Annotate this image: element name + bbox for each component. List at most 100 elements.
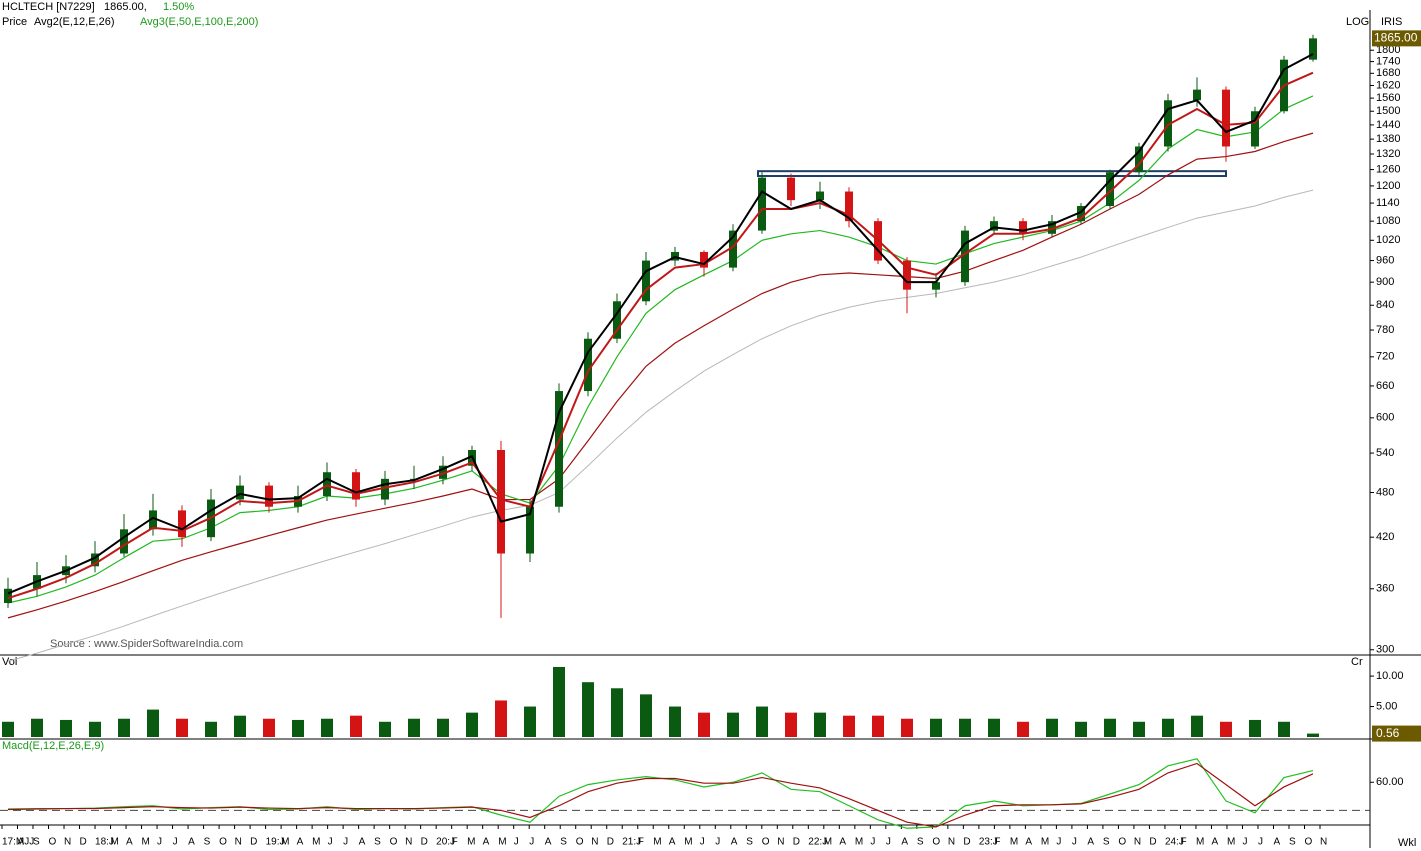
y-tick-label: 360 bbox=[1376, 583, 1394, 595]
last-price: 1865.00, bbox=[104, 1, 147, 13]
last-value-label: 1865.00 bbox=[1374, 31, 1418, 45]
x-tick-label: A bbox=[839, 837, 846, 848]
volume-bar bbox=[147, 709, 159, 737]
x-tick-label: N bbox=[64, 837, 71, 848]
volume-bar bbox=[698, 712, 710, 737]
x-tick-label: M bbox=[1010, 837, 1018, 848]
volume-bar bbox=[408, 718, 420, 737]
x-tick-label: M bbox=[281, 837, 289, 848]
y-tick-label: 1620 bbox=[1376, 79, 1400, 91]
y-tick-label: 1800 bbox=[1376, 44, 1400, 56]
symbol: HCLTECH [N7229] bbox=[2, 1, 95, 13]
x-tick-label: M bbox=[111, 837, 119, 848]
volume-bar bbox=[524, 706, 536, 737]
x-tick-label: N bbox=[591, 837, 598, 848]
volume-bar bbox=[1307, 733, 1319, 737]
candle-body bbox=[729, 230, 737, 268]
x-tick-label: J bbox=[343, 837, 348, 848]
x-tick-label: A bbox=[901, 837, 908, 848]
candle-body bbox=[1309, 38, 1317, 60]
x-tick-label: A bbox=[188, 837, 195, 848]
y-tick-label: 1020 bbox=[1376, 234, 1400, 246]
x-tick-label: S bbox=[917, 837, 924, 848]
volume-bar bbox=[756, 706, 768, 737]
candle-body bbox=[1222, 89, 1230, 147]
x-tick-label: O bbox=[1304, 837, 1312, 848]
volume-bar bbox=[350, 715, 362, 737]
y-tick-label: 1140 bbox=[1376, 197, 1400, 209]
y-tick-label: 540 bbox=[1376, 447, 1394, 459]
x-tick-label: A bbox=[126, 837, 133, 848]
x-tick-label: J bbox=[715, 837, 720, 848]
x-tick-label: 17:MJJ bbox=[2, 837, 34, 848]
x-tick-label: J bbox=[1242, 837, 1247, 848]
candle-body bbox=[555, 391, 563, 507]
y-tick-label: 720 bbox=[1376, 351, 1394, 363]
candle-body bbox=[4, 588, 12, 603]
y-tick-label: 1560 bbox=[1376, 92, 1400, 104]
volume-label-box bbox=[1372, 725, 1421, 742]
y-tick-label: 1080 bbox=[1376, 215, 1400, 227]
candle-body bbox=[816, 191, 824, 201]
volume-bar bbox=[321, 718, 333, 737]
volume-bar bbox=[901, 718, 913, 737]
candle-body bbox=[932, 282, 940, 290]
avg2-label: Avg2(E,12,E,26) bbox=[34, 16, 115, 28]
x-tick-label: D bbox=[80, 837, 87, 848]
x-tick-label: O bbox=[219, 837, 227, 848]
x-tick-label: D bbox=[607, 837, 614, 848]
volume-bar bbox=[234, 715, 246, 737]
y-tick-label: 1440 bbox=[1376, 119, 1400, 131]
x-tick-label: J bbox=[529, 837, 534, 848]
x-tick-label: 18:J bbox=[95, 837, 114, 848]
x-tick-label: J bbox=[870, 837, 875, 848]
x-tick-label: A bbox=[1087, 837, 1094, 848]
candle-body bbox=[1077, 206, 1085, 222]
volume-bar bbox=[727, 712, 739, 737]
candle-body bbox=[381, 478, 389, 500]
volume-bar bbox=[60, 719, 72, 737]
x-tick-label: M bbox=[312, 837, 320, 848]
y-tick-label: 1260 bbox=[1376, 163, 1400, 175]
x-tick-label: O bbox=[932, 837, 940, 848]
volume-bar bbox=[1075, 721, 1087, 737]
x-tick-label: J bbox=[1258, 837, 1263, 848]
x-tick-label: M bbox=[684, 837, 692, 848]
candle-body bbox=[1193, 89, 1201, 101]
volume-bar bbox=[1162, 718, 1174, 737]
candle-body bbox=[845, 191, 853, 222]
y-tick-label: 1500 bbox=[1376, 105, 1400, 117]
x-tick-label: N bbox=[405, 837, 412, 848]
x-tick-label: M bbox=[142, 837, 150, 848]
candle-body bbox=[323, 472, 331, 497]
last-value-box bbox=[1372, 30, 1421, 47]
candle-body bbox=[700, 251, 708, 268]
x-tick-label: A bbox=[1273, 837, 1280, 848]
volume-bar bbox=[582, 682, 594, 737]
volume-bar bbox=[2, 721, 14, 737]
volume-bar bbox=[640, 694, 652, 737]
x-tick-label: N bbox=[1134, 837, 1141, 848]
y-tick-label: 780 bbox=[1376, 324, 1394, 336]
x-tick-label: S bbox=[33, 837, 40, 848]
x-tick-label: O bbox=[1118, 837, 1126, 848]
x-tick-label: D bbox=[963, 837, 970, 848]
volume-bar bbox=[1249, 719, 1261, 737]
volume-bar bbox=[118, 718, 130, 737]
x-tick-label: D bbox=[421, 837, 428, 848]
candle-body bbox=[1106, 172, 1114, 207]
line-series bbox=[7, 95, 1314, 604]
line-series bbox=[7, 53, 1314, 595]
volume-bar bbox=[553, 666, 565, 737]
y-tick-label: 1200 bbox=[1376, 180, 1400, 192]
y-tick-label: 60.00 bbox=[1376, 776, 1404, 788]
x-tick-label: J bbox=[328, 837, 333, 848]
vol-unit: Cr bbox=[1351, 656, 1363, 668]
resistance-band bbox=[757, 170, 1227, 178]
candle-body bbox=[613, 301, 621, 339]
x-tick-label: D bbox=[1149, 837, 1156, 848]
volume-bar bbox=[495, 700, 507, 737]
y-tick-label: 1380 bbox=[1376, 133, 1400, 145]
y-tick-label: 960 bbox=[1376, 254, 1394, 266]
